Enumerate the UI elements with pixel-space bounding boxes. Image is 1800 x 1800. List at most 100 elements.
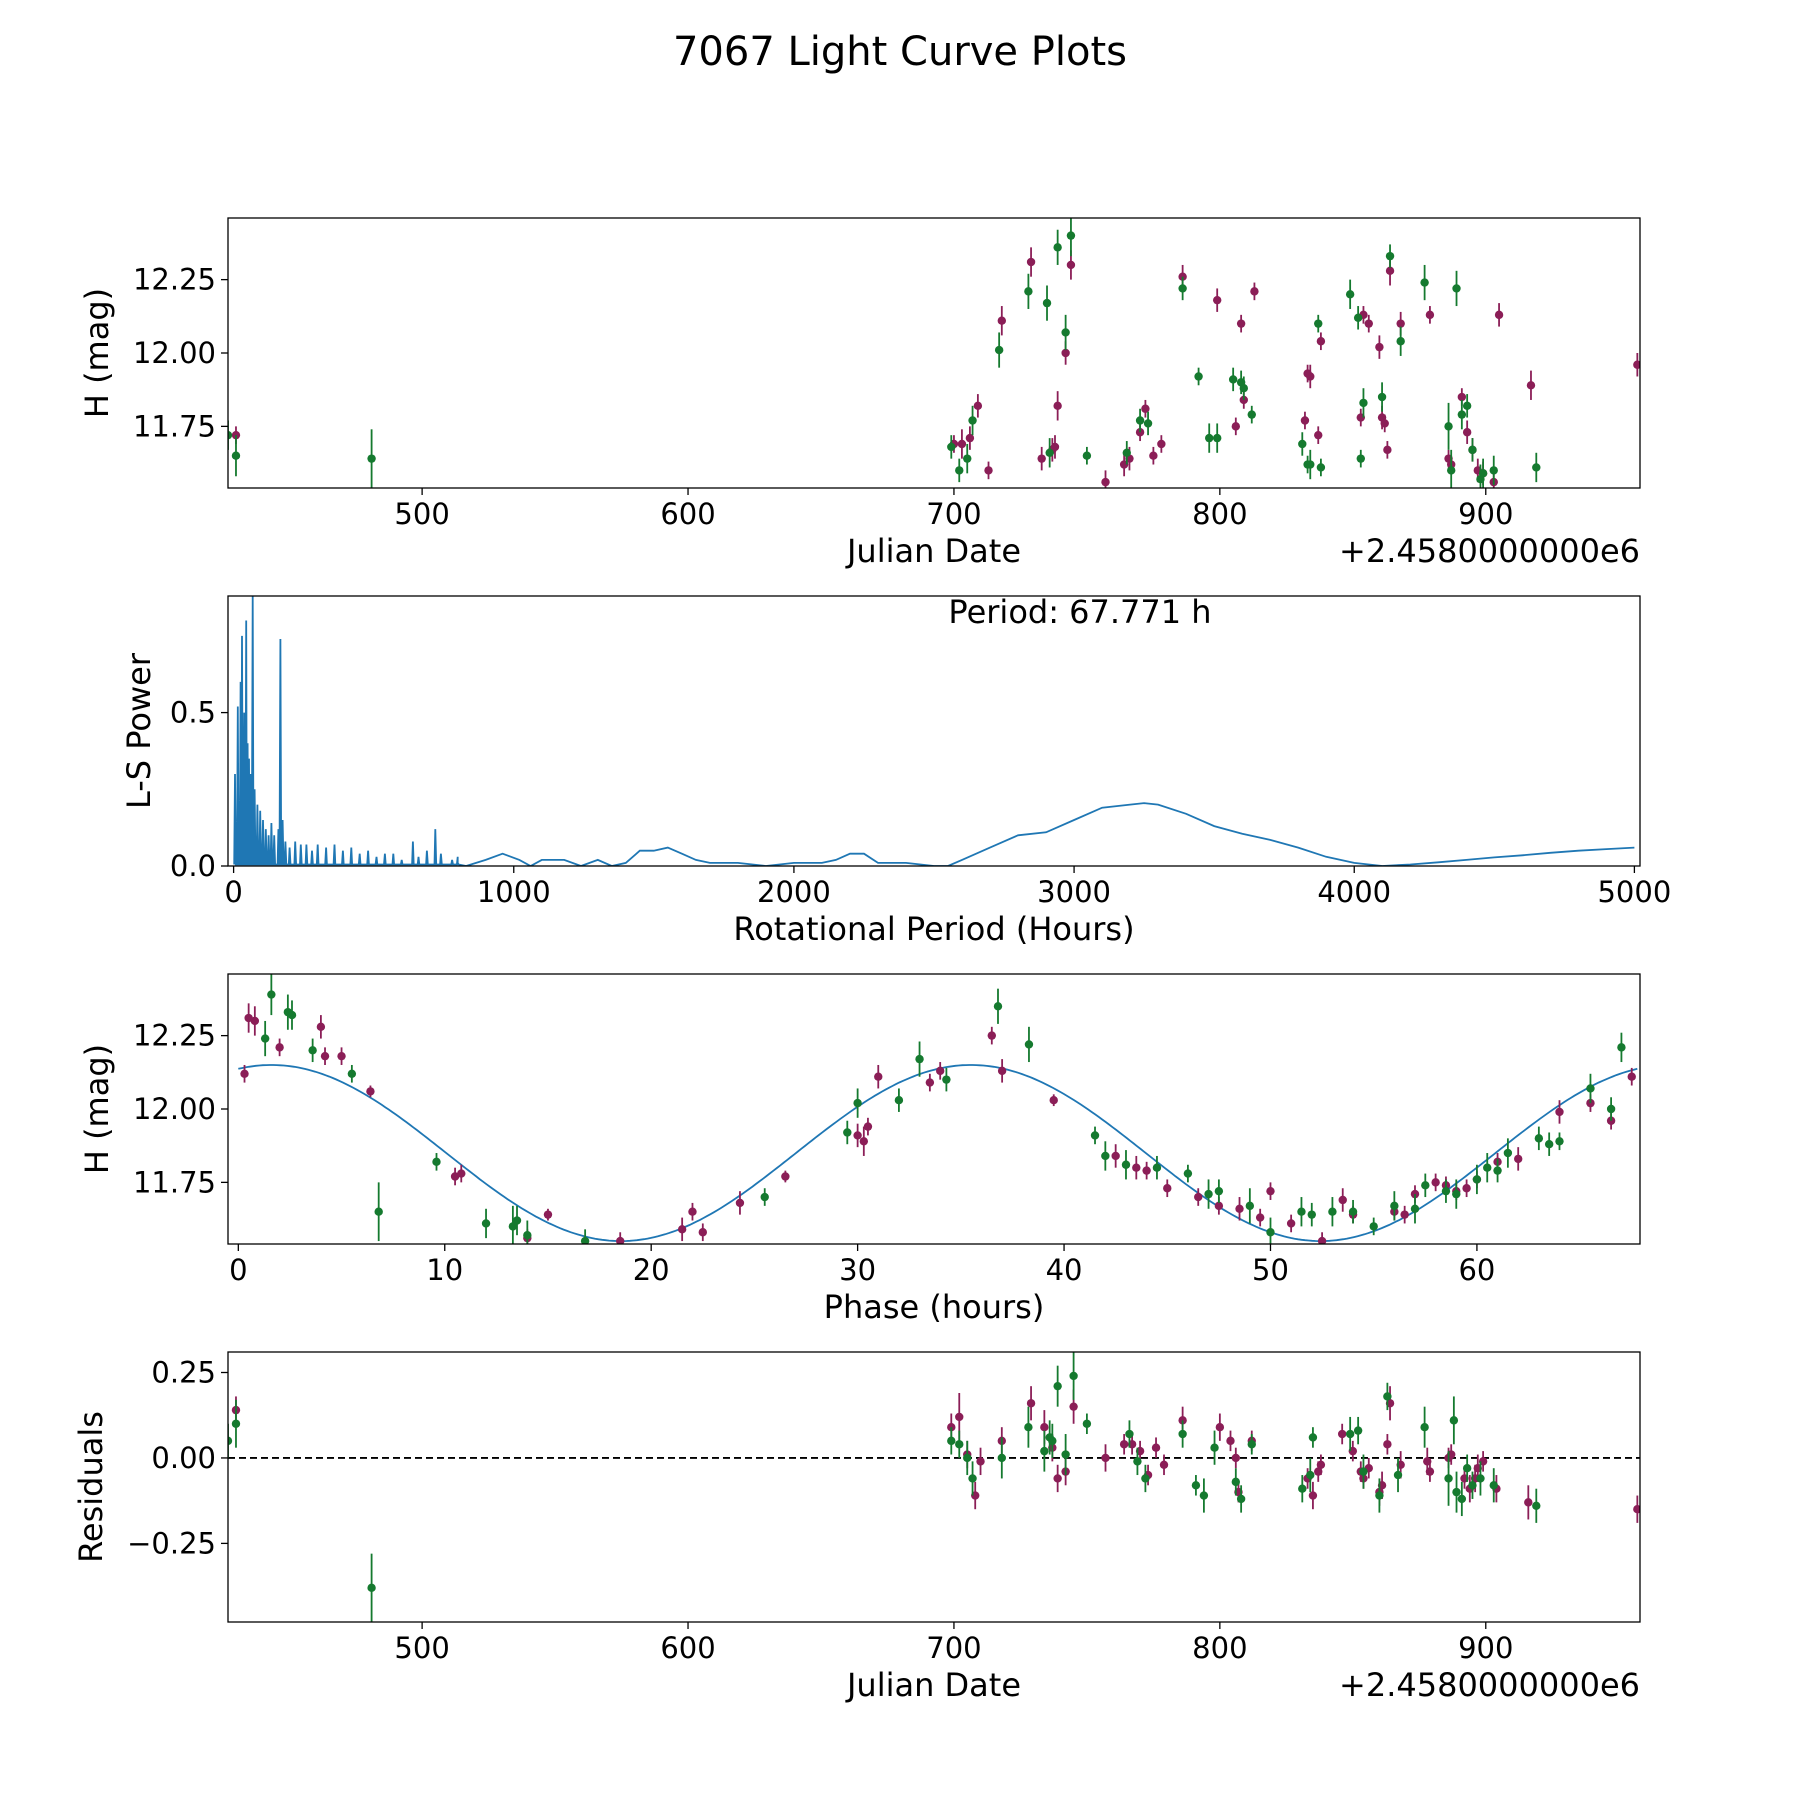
phased-point (1606, 1104, 1616, 1114)
phased-point (250, 1016, 260, 1026)
phased-point (287, 1010, 297, 1020)
phased-point (1049, 1095, 1058, 1105)
residuals-point (1337, 1429, 1347, 1439)
phased-point (1534, 1134, 1544, 1143)
lightcurve-point (1212, 433, 1222, 443)
lightcurve-point (228, 430, 233, 440)
phased-xtick-label: 60 (1458, 1253, 1495, 1287)
lightcurve-point (1205, 433, 1214, 443)
phased-point (1348, 1207, 1358, 1216)
residuals-point (1306, 1470, 1315, 1480)
residuals-point (1393, 1470, 1403, 1480)
phased-point (688, 1207, 697, 1216)
residuals-point (1316, 1460, 1326, 1469)
periodogram-xtick-label: 4000 (1317, 875, 1391, 909)
lightcurve-point (997, 316, 1007, 325)
phased-point (481, 1219, 491, 1228)
phased-point (863, 1122, 873, 1131)
lightcurve-point (1633, 360, 1640, 369)
phased-point (374, 1207, 383, 1216)
phased-point (894, 1095, 904, 1105)
phased-xtick-label: 20 (633, 1253, 670, 1287)
phased-point (1111, 1151, 1120, 1161)
phased-point (1152, 1163, 1162, 1172)
phased-point (942, 1075, 951, 1084)
phased-point (1163, 1184, 1172, 1193)
residuals-point (1298, 1484, 1307, 1493)
residuals-point (367, 1583, 376, 1593)
residuals-point (1226, 1436, 1235, 1446)
lightcurve-ylabel: H (mag) (78, 288, 116, 418)
periodogram-xtick-label: 5000 (1597, 875, 1671, 909)
lightcurve-ytick-label: 12.25 (133, 263, 216, 297)
lightcurve-point (1135, 416, 1145, 425)
lightcurve-point (1364, 319, 1373, 328)
periodogram-xtick-label: 2000 (757, 875, 831, 909)
residuals-point (968, 1474, 977, 1483)
phased-point (1544, 1140, 1554, 1149)
lightcurve-point (1141, 404, 1150, 413)
phased-point (1235, 1204, 1244, 1213)
lightcurve-point (1045, 448, 1054, 457)
phased-point (1400, 1210, 1409, 1219)
residuals-point (1040, 1422, 1049, 1432)
lightcurve-xtick-label: 800 (1192, 497, 1247, 531)
phased-point (1214, 1201, 1224, 1211)
lightcurve-point (1468, 445, 1477, 455)
lightcurve-point (965, 433, 975, 443)
lightcurve-point (1061, 348, 1070, 358)
phased-point (925, 1078, 935, 1087)
phased-point (1421, 1181, 1430, 1190)
phased-point (1307, 1210, 1316, 1219)
lightcurve-point (1359, 398, 1368, 408)
phased-point (432, 1157, 441, 1167)
lightcurve-point (1532, 463, 1541, 472)
lightcurve-xtick-label: 900 (1458, 497, 1513, 531)
lightcurve-point (1385, 266, 1395, 276)
lightcurve-point (1353, 313, 1363, 322)
phased-point (347, 1069, 357, 1078)
phased-plot-area (238, 974, 1638, 1244)
lightcurve-point (231, 430, 241, 440)
lightcurve-point (1300, 416, 1310, 425)
phased-point (1483, 1163, 1492, 1172)
lightcurve-point (1037, 454, 1046, 463)
residuals-point (1231, 1453, 1241, 1463)
residuals-point (1420, 1422, 1429, 1432)
residuals-ytick-label: 0.25 (151, 1356, 216, 1390)
phased-point (853, 1098, 862, 1108)
lightcurve-ytick-label: 11.75 (133, 409, 216, 443)
lightcurve-point (1066, 231, 1076, 240)
phased-point (337, 1051, 346, 1061)
lightcurve-point (994, 345, 1004, 355)
lightcurve-point (1194, 372, 1203, 381)
residuals-point (1199, 1491, 1209, 1500)
residuals-point (1449, 1416, 1459, 1425)
residuals-point (1231, 1477, 1241, 1487)
phased-point (1452, 1189, 1461, 1199)
phased-point (308, 1046, 317, 1055)
residuals-point (1308, 1491, 1318, 1500)
residuals-xtick-label: 700 (926, 1631, 981, 1665)
lightcurve-panel: 500 600 700 800 900 11.75 12.00 12.25 Julian Dat… (78, 217, 1641, 570)
phased-point (1555, 1137, 1564, 1146)
lightcurve-point (1316, 337, 1326, 346)
phased-point (1183, 1169, 1193, 1178)
periodogram-ytick-label: 0.0 (170, 849, 216, 883)
lightcurve-point (957, 439, 967, 449)
residuals-point (1375, 1491, 1384, 1500)
residuals-point (1133, 1457, 1142, 1466)
residuals-point (955, 1412, 964, 1422)
phased-point (1101, 1151, 1110, 1161)
phased-xtick-label: 30 (839, 1253, 876, 1287)
phased-point (993, 1002, 1003, 1011)
phased-point (1586, 1098, 1595, 1108)
residuals-point (228, 1436, 233, 1446)
phased-point (1245, 1201, 1255, 1211)
lightcurve-point (1462, 428, 1472, 437)
lightcurve-point (1236, 319, 1246, 328)
periodogram-xtick-label: 3000 (1037, 875, 1111, 909)
lightcurve-xtick-label: 500 (394, 497, 449, 531)
phased-point (523, 1230, 532, 1240)
